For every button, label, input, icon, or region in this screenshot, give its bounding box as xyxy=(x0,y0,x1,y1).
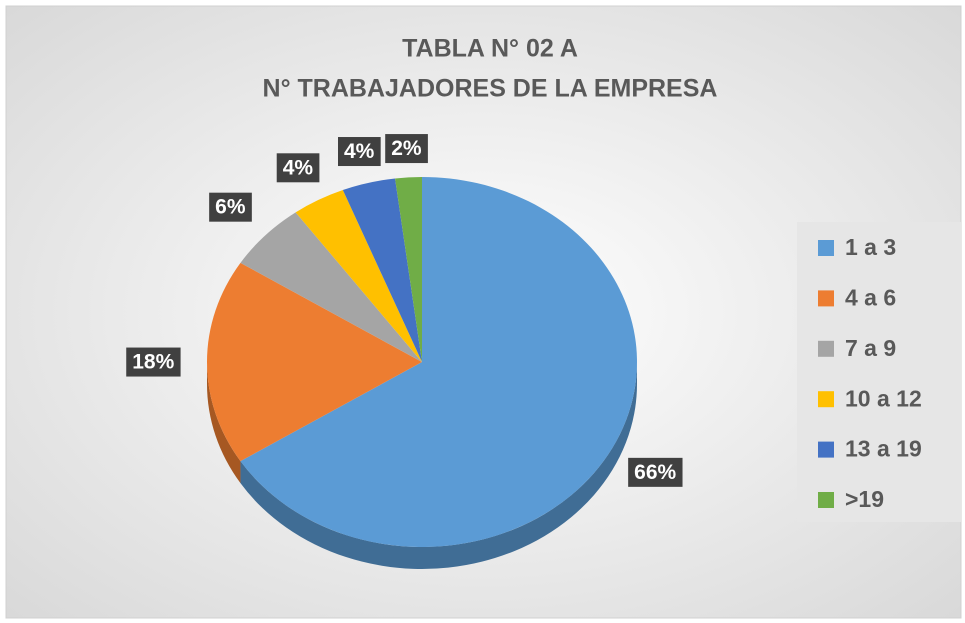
data-label-box xyxy=(385,134,428,164)
legend-swatch xyxy=(818,391,834,408)
data-label-box xyxy=(209,192,252,222)
data-label-box xyxy=(628,457,683,487)
chart-title: N° TRABAJADORES DE LA EMPRESA xyxy=(263,75,718,103)
slice xyxy=(342,178,422,362)
legend-label: 7 a 9 xyxy=(845,335,896,361)
legend-swatch xyxy=(818,240,834,256)
data-label: 18% xyxy=(132,351,174,374)
legend-label: 10 a 12 xyxy=(845,385,922,411)
slice xyxy=(395,177,422,362)
legend-swatch xyxy=(818,340,834,357)
data-label: 66% xyxy=(634,461,676,484)
legend-label: 4 a 6 xyxy=(845,284,896,310)
slice xyxy=(240,212,422,362)
data-label-box xyxy=(338,137,381,167)
data-label-box xyxy=(276,153,320,183)
data-label: 4% xyxy=(283,156,314,179)
slice xyxy=(295,189,422,362)
slice xyxy=(240,177,638,548)
legend-label: >19 xyxy=(845,486,884,512)
chart-title: TABLA N° 02 A xyxy=(402,35,578,63)
legend-box xyxy=(797,222,961,522)
legend-swatch xyxy=(818,441,834,458)
legend-swatch xyxy=(818,290,834,307)
legend-label: 13 a 19 xyxy=(845,436,922,462)
legend-swatch xyxy=(818,492,834,508)
slice xyxy=(207,262,422,462)
data-label: 2% xyxy=(391,137,422,160)
legend-label: 1 a 3 xyxy=(845,234,896,260)
data-label: 4% xyxy=(344,140,375,163)
data-label-box xyxy=(126,347,181,377)
slice-side xyxy=(207,362,241,484)
data-label: 6% xyxy=(215,196,246,219)
